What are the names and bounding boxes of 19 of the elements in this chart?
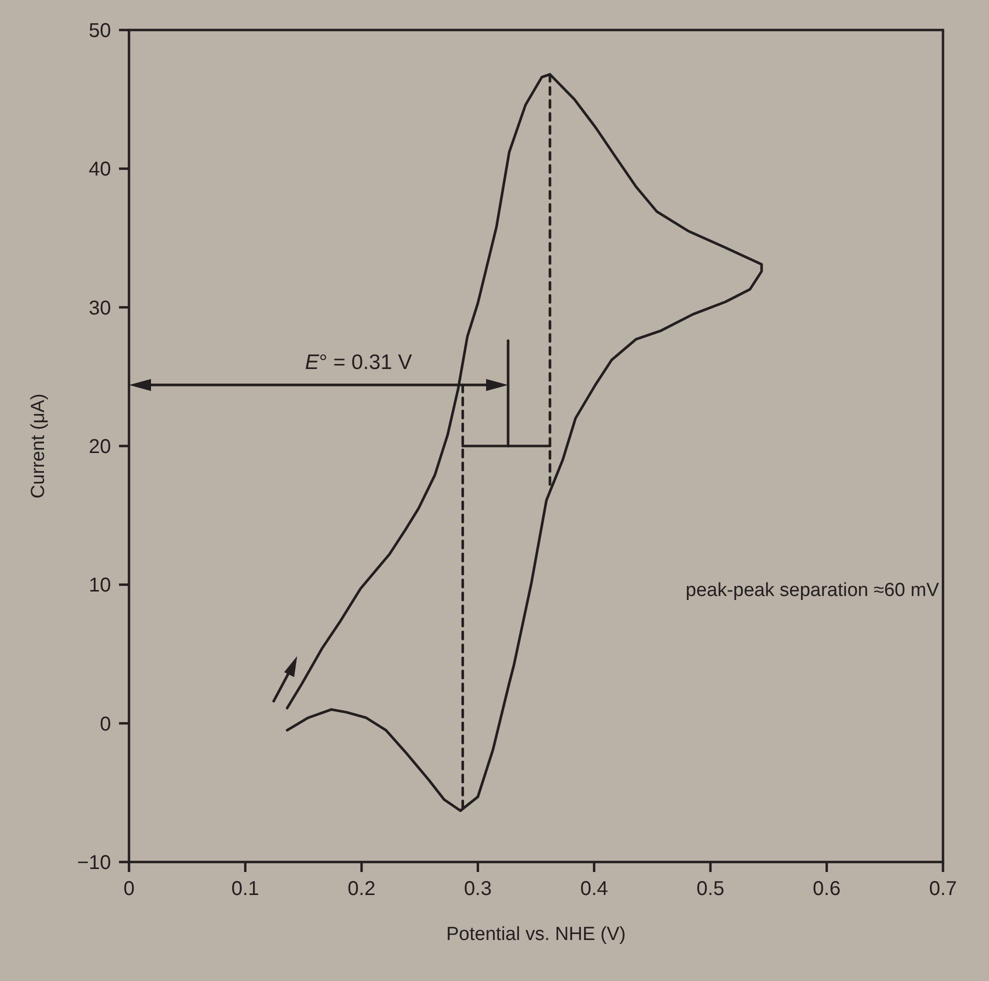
y-tick-label: 50 [88,20,111,42]
y-tick-label: 20 [88,436,111,458]
y-tick-label: 40 [88,158,111,181]
annotation: peak-peak separation ≈60 mV [686,580,940,601]
y-tick-label: −10 [77,852,111,874]
x-tick-label: 0.5 [696,878,724,900]
y-tick-label: 10 [88,574,111,597]
x-tick-label: 0.4 [580,878,608,900]
y-axis-title: Current (μA) [28,394,49,498]
annotation: E° = 0.31 V [305,350,412,374]
x-tick-label: 0.2 [348,878,376,900]
x-axis-title: Potential vs. NHE (V) [446,924,626,945]
x-tick-label: 0.3 [464,878,492,900]
x-tick-label: 0.1 [231,878,260,900]
x-tick-label: 0.7 [929,878,957,900]
y-tick-label: 0 [100,713,111,736]
x-tick-label: 0.6 [812,878,841,900]
x-tick-label: 0 [123,878,135,900]
y-tick-label: 30 [88,297,111,320]
